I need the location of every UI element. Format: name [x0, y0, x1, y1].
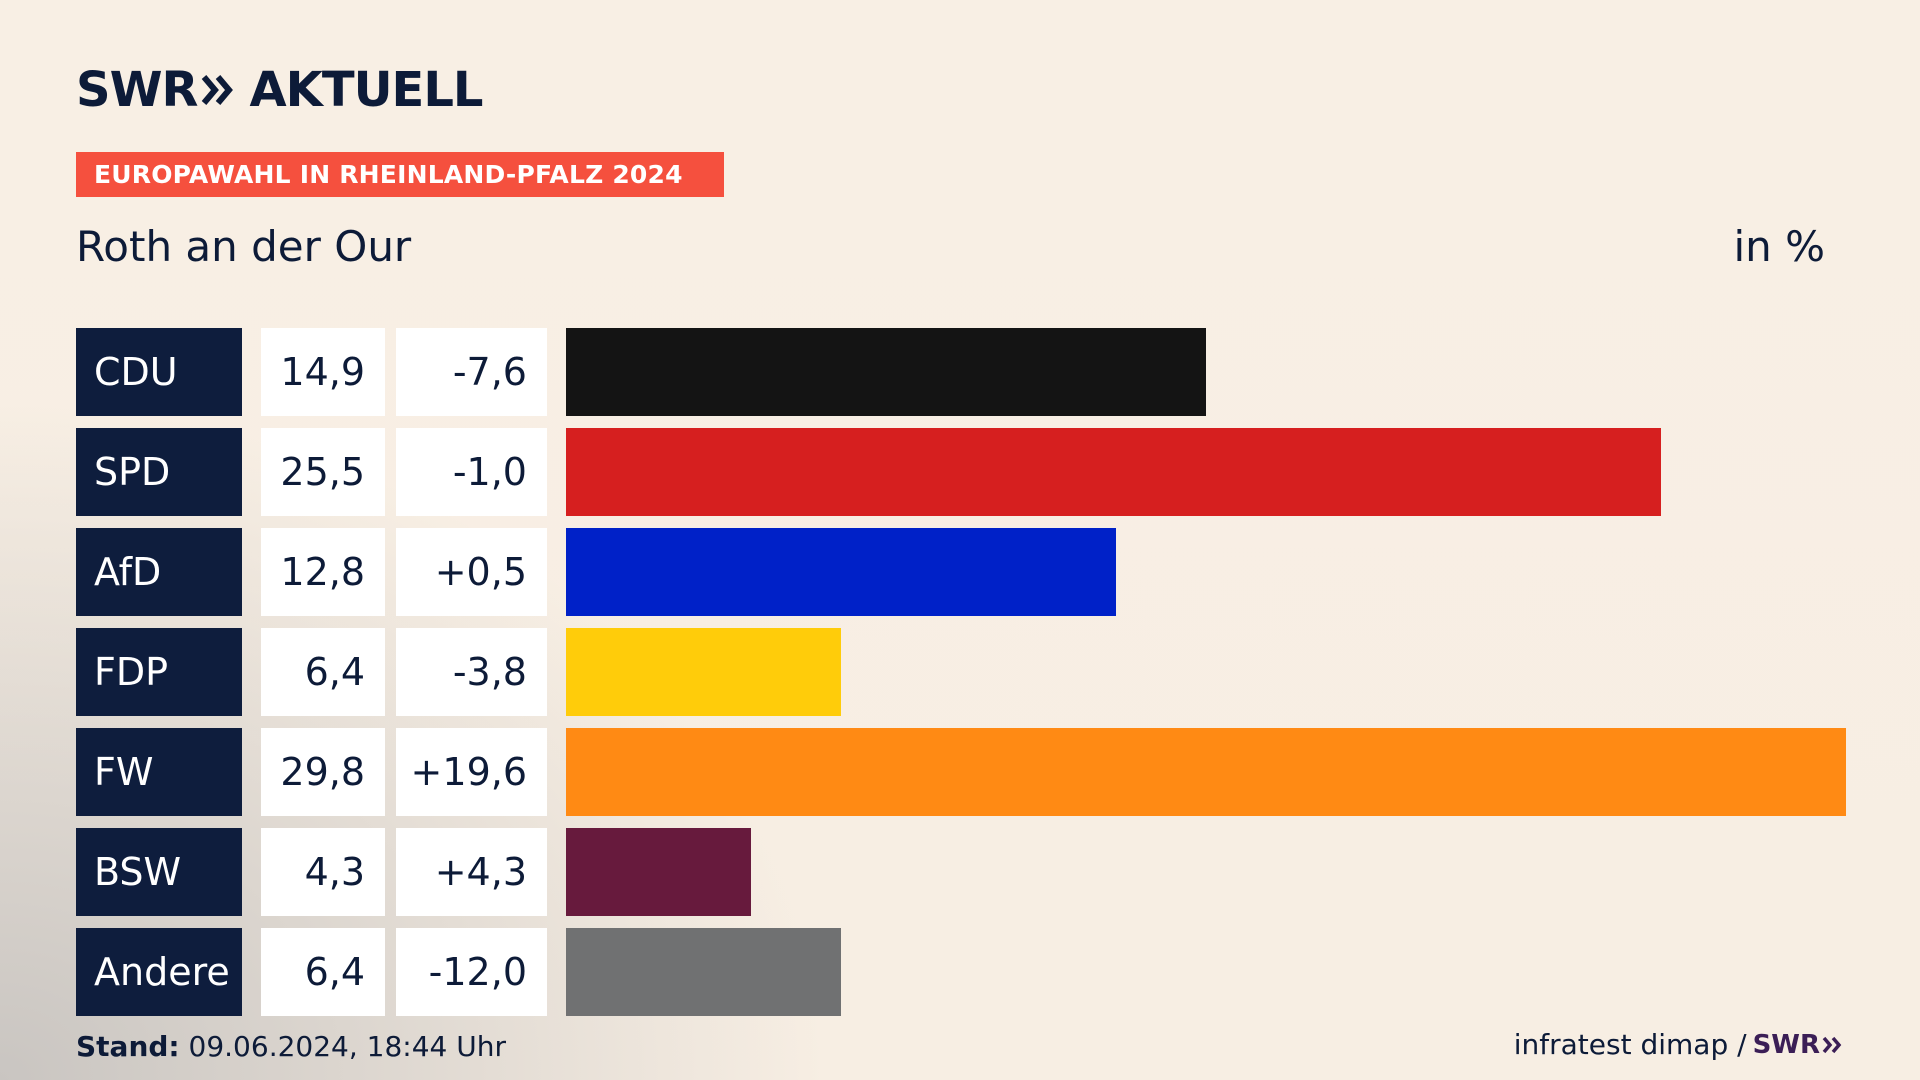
- vote-share-label: 14,9: [261, 328, 385, 416]
- change-label: -12,0: [396, 928, 547, 1016]
- vote-share-label: 25,5: [261, 428, 385, 516]
- timestamp-value: 09.06.2024, 18:44 Uhr: [188, 1030, 506, 1063]
- bar-andere: [566, 928, 841, 1016]
- result-row-afd: AfD 12,8 +0,5: [76, 528, 1846, 616]
- logo-aktuell-text: AKTUELL: [249, 62, 483, 118]
- municipality-title: Roth an der Our: [76, 222, 412, 271]
- swr-small-logo-text: SWR: [1752, 1029, 1820, 1060]
- source-credit: infratest dimap / SWR: [1514, 1028, 1844, 1061]
- change-label: +4,3: [396, 828, 547, 916]
- party-label: BSW: [76, 828, 242, 916]
- source-text: infratest dimap /: [1513, 1028, 1747, 1061]
- party-label: FW: [76, 728, 242, 816]
- small-double-chevron-icon: [1822, 1036, 1842, 1053]
- party-label: Andere: [76, 928, 242, 1016]
- party-label: CDU: [76, 328, 242, 416]
- logo-swr-text: SWR: [76, 62, 198, 118]
- result-row-fdp: FDP 6,4 -3,8: [76, 628, 1846, 716]
- party-label: AfD: [76, 528, 242, 616]
- party-label: FDP: [76, 628, 242, 716]
- vote-share-label: 4,3: [261, 828, 385, 916]
- change-label: -7,6: [396, 328, 547, 416]
- party-label: SPD: [76, 428, 242, 516]
- result-row-fw: FW 29,8 +19,6: [76, 728, 1846, 816]
- change-label: -1,0: [396, 428, 547, 516]
- bar-fw: [566, 728, 1846, 816]
- bar-bsw: [566, 828, 751, 916]
- vote-share-label: 6,4: [261, 928, 385, 1016]
- change-label: +19,6: [396, 728, 547, 816]
- bar-spd: [566, 428, 1661, 516]
- timestamp: Stand: 09.06.2024, 18:44 Uhr: [76, 1030, 506, 1063]
- vote-share-label: 29,8: [261, 728, 385, 816]
- swr-aktuell-logo: SWR AKTUELL: [76, 62, 484, 118]
- swr-small-logo: SWR: [1753, 1030, 1844, 1060]
- unit-label: in %: [1733, 222, 1825, 271]
- result-row-spd: SPD 25,5 -1,0: [76, 428, 1846, 516]
- double-chevron-icon: [201, 73, 235, 107]
- vote-share-label: 12,8: [261, 528, 385, 616]
- election-badge: EUROPAWAHL IN RHEINLAND-PFALZ 2024: [76, 152, 724, 197]
- bar-cdu: [566, 328, 1206, 416]
- bar-fdp: [566, 628, 841, 716]
- vote-share-label: 6,4: [261, 628, 385, 716]
- timestamp-label: Stand:: [76, 1030, 180, 1063]
- result-row-andere: Andere 6,4 -12,0: [76, 928, 1846, 1016]
- change-label: -3,8: [396, 628, 547, 716]
- change-label: +0,5: [396, 528, 547, 616]
- result-row-cdu: CDU 14,9 -7,6: [76, 328, 1846, 416]
- result-row-bsw: BSW 4,3 +4,3: [76, 828, 1846, 916]
- bar-afd: [566, 528, 1116, 616]
